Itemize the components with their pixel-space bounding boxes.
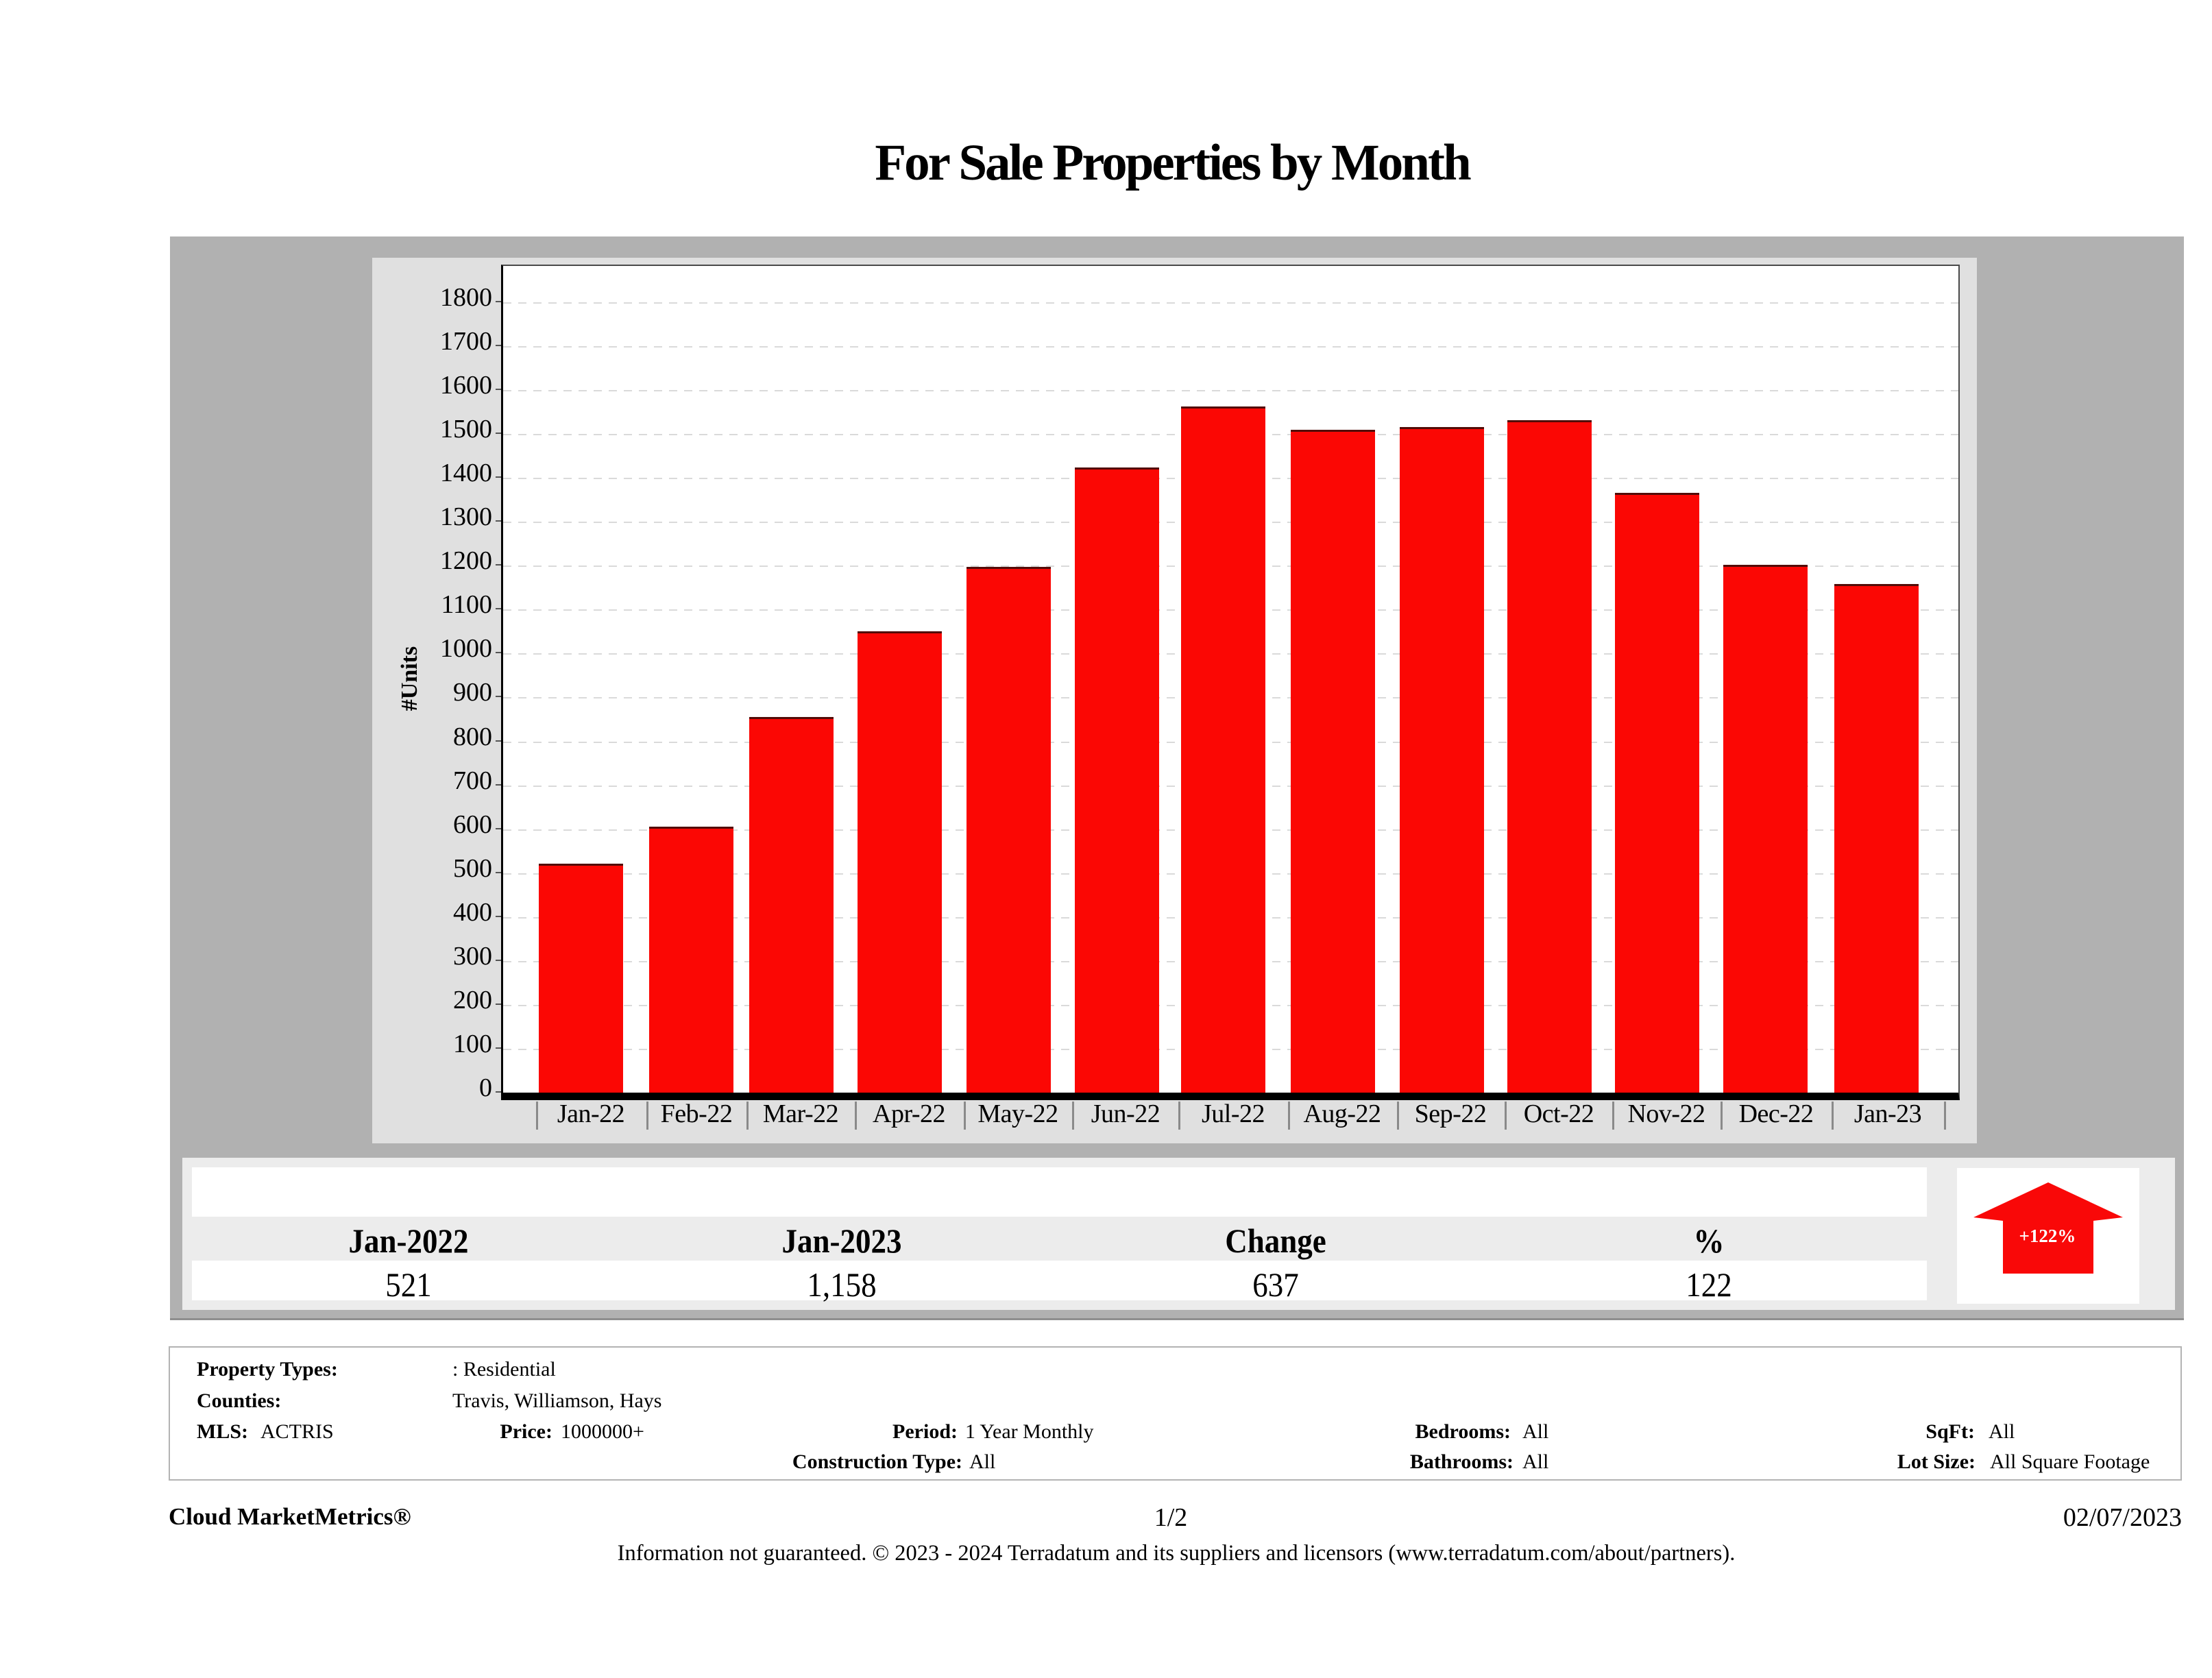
- svg-text:+122%: +122%: [2019, 1226, 2076, 1246]
